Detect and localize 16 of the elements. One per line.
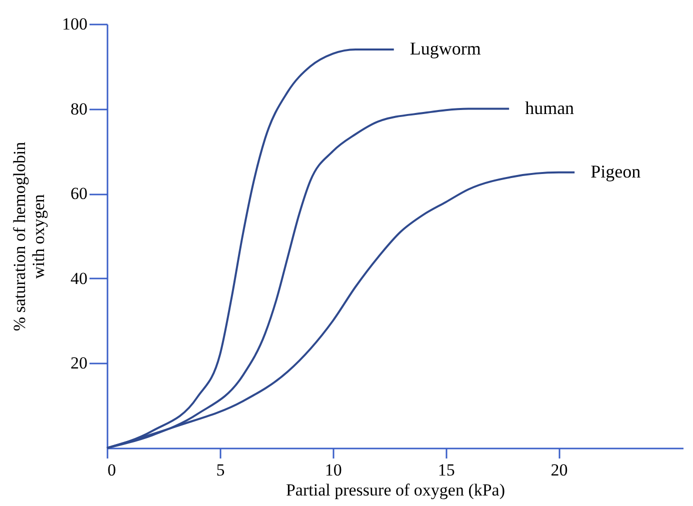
x-tick-label: 20	[550, 460, 568, 480]
text: with oxygen	[29, 194, 48, 279]
x-tick-label: 5	[216, 460, 225, 480]
text: % saturation of hemoglobin	[10, 142, 29, 332]
y-tick-label: 20	[70, 354, 88, 373]
x-axis-title: Partial pressure of oxygen (kPa)	[286, 480, 506, 500]
series-label: Pigeon	[590, 161, 641, 182]
y-tick-label: 100	[62, 14, 88, 34]
y-tick-label: 40	[70, 268, 88, 288]
x-tick-label: 0	[108, 460, 116, 480]
y-tick-label: 80	[70, 99, 88, 118]
x-tick-label: 15	[438, 460, 455, 480]
series-label: Lugworm	[410, 38, 481, 58]
y-tick-label: 60	[70, 184, 88, 204]
x-tick-label: 10	[324, 460, 342, 480]
series-label: human	[525, 98, 574, 118]
